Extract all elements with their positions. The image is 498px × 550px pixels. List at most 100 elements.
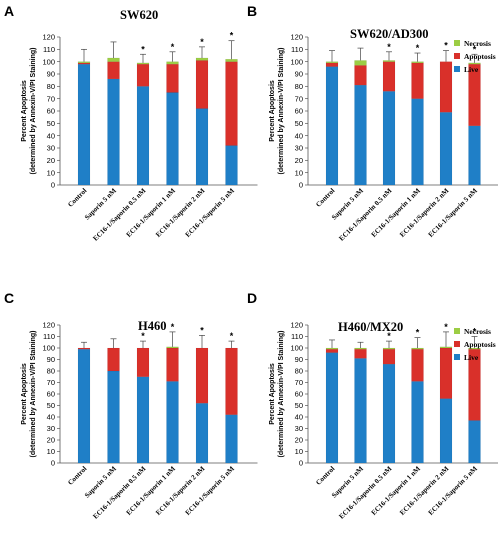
bar-live xyxy=(77,348,91,464)
x-tick-label: Control xyxy=(314,187,336,209)
y-tick-label: 100 xyxy=(290,344,303,353)
y-tick-label: 120 xyxy=(290,33,303,42)
panel-title: SW620/AD300 xyxy=(350,27,428,41)
legend-swatch-necrosis xyxy=(454,328,460,334)
y-tick-label: 10 xyxy=(295,447,303,456)
x-tick-label: EC16-1/Saporin 0.5 nM xyxy=(338,186,394,242)
x-tick-label: Control xyxy=(314,465,336,487)
legend-swatch-apoptosis xyxy=(454,341,460,347)
significance-star: * xyxy=(200,325,204,335)
bar-live xyxy=(411,98,424,186)
bar-necrosis xyxy=(411,347,424,350)
bar-live xyxy=(354,358,367,464)
bar-live xyxy=(439,398,453,464)
y-tick-label: 20 xyxy=(295,156,303,165)
y-tick-label: 0 xyxy=(299,181,303,190)
bar-apoptosis xyxy=(136,63,150,87)
x-tick-label: EC16-1/Saporin 0.5 nM xyxy=(92,186,148,242)
bar-apoptosis xyxy=(195,347,209,404)
y-tick-label: 100 xyxy=(290,57,303,66)
y-tick-label: 30 xyxy=(47,144,55,153)
significance-star: * xyxy=(473,44,477,54)
y-axis-label-line2: (determined by Annexin-V/PI Staining) xyxy=(30,48,37,175)
bar-necrosis xyxy=(382,347,396,350)
y-tick-label: 60 xyxy=(295,107,303,116)
bar-necrosis xyxy=(325,61,339,64)
significance-star: * xyxy=(444,41,448,51)
y-tick-label: 10 xyxy=(47,447,55,456)
y-tick-label: 30 xyxy=(295,144,303,153)
y-tick-label: 70 xyxy=(47,94,55,103)
y-axis-label-line2: (determined by Annexin-V/PI Staining) xyxy=(278,48,285,175)
y-tick-label: 0 xyxy=(51,181,55,190)
y-tick-label: 90 xyxy=(47,70,55,79)
x-tick-label: EC16-1/Saporin 2 nM xyxy=(154,464,206,516)
bar-live xyxy=(195,403,209,464)
bar-apoptosis xyxy=(77,347,91,350)
y-tick-label: 50 xyxy=(295,401,303,410)
y-tick-label: 30 xyxy=(295,424,303,433)
y-axis-label-line2: (determined by Annexin-V/PI Staining) xyxy=(278,331,285,458)
bar-live xyxy=(225,414,238,464)
bar-apoptosis xyxy=(354,348,367,359)
bar-live xyxy=(166,381,179,464)
bar-necrosis xyxy=(225,59,238,62)
y-axis-label-line1: Percent Apoptosis xyxy=(269,363,276,425)
significance-star: * xyxy=(387,331,391,341)
bar-necrosis xyxy=(136,62,150,65)
bar-live xyxy=(195,108,209,186)
bar-apoptosis xyxy=(382,348,396,365)
bar-live xyxy=(354,84,367,186)
legend-swatch-live xyxy=(454,66,460,72)
legend-label-necrosis: Necrosis xyxy=(464,39,491,48)
bar-apoptosis xyxy=(382,61,396,92)
bar-apoptosis xyxy=(107,347,120,372)
panel-c: C H460 0 10 20 30 40 50 60 70 80 90 100 110 120 Percent… xyxy=(4,290,258,521)
bar-apoptosis xyxy=(166,63,179,93)
y-tick-label: 60 xyxy=(47,107,55,116)
legend-label-live: Live xyxy=(464,65,479,74)
significance-star: * xyxy=(141,331,145,341)
panel-title: H460 xyxy=(138,319,166,333)
y-tick-label: 40 xyxy=(47,131,55,140)
y-tick-label: 70 xyxy=(295,378,303,387)
y-tick-label: 120 xyxy=(42,321,55,330)
bar-live xyxy=(382,91,396,186)
bar-necrosis xyxy=(439,346,453,349)
y-tick-label: 90 xyxy=(47,355,55,364)
y-tick-label: 60 xyxy=(47,390,55,399)
bar-live xyxy=(468,420,481,464)
bar-live xyxy=(325,352,339,464)
bar-apoptosis xyxy=(166,347,179,382)
y-tick-label: 0 xyxy=(51,459,55,468)
x-tick-label: EC16-1/Saporin 1 nM xyxy=(370,186,422,238)
significance-star: * xyxy=(200,37,204,47)
y-tick-label: 80 xyxy=(47,82,55,91)
x-tick-label: Control xyxy=(66,187,88,209)
bar-live xyxy=(382,363,396,464)
y-tick-label: 120 xyxy=(290,321,303,330)
y-tick-label: 100 xyxy=(42,344,55,353)
y-tick-label: 10 xyxy=(295,168,303,177)
x-tick-label: EC16-1/Saporin 2 nM xyxy=(398,464,450,516)
bar-apoptosis xyxy=(325,62,339,67)
bar-apoptosis xyxy=(325,348,339,353)
bar-necrosis xyxy=(354,347,367,350)
y-tick-label: 110 xyxy=(43,332,55,341)
panel-title: SW620 xyxy=(120,8,158,22)
significance-star: * xyxy=(416,328,420,338)
bar-necrosis xyxy=(382,60,396,62)
x-tick-label: EC16-1/Saporin 5 nM xyxy=(427,186,479,238)
bar-live xyxy=(77,63,91,186)
x-tick-label: EC16-1/Saporin 5 nM xyxy=(184,186,236,238)
panel-d: D H460/MX20 0 10 20 30 40 50 60 70 80 90 100 110 120 Pe… xyxy=(247,290,498,521)
legend-swatch-necrosis xyxy=(454,40,460,46)
bar-live xyxy=(136,86,150,186)
bar-live xyxy=(107,370,120,464)
y-tick-label: 100 xyxy=(42,57,55,66)
bar-apoptosis xyxy=(107,61,120,80)
y-tick-label: 110 xyxy=(43,45,55,54)
y-tick-label: 50 xyxy=(47,119,55,128)
y-tick-label: 30 xyxy=(47,424,55,433)
y-tick-label: 80 xyxy=(295,82,303,91)
